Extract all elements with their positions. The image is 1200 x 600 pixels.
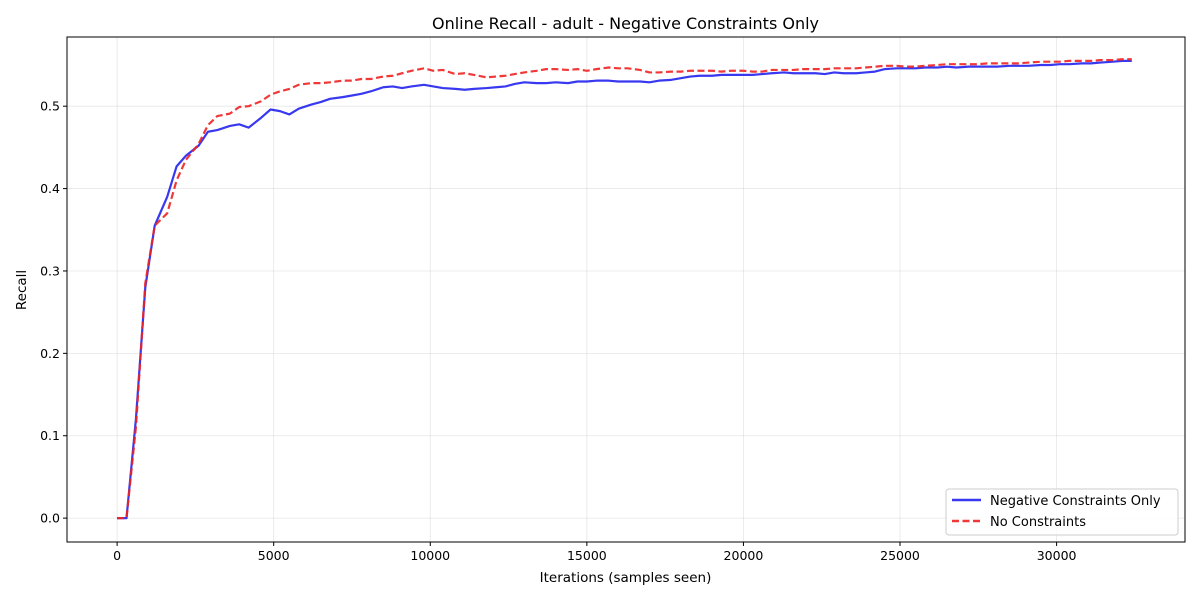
y-tick-label: 0.2 <box>40 346 60 361</box>
x-tick-label: 30000 <box>1037 548 1077 563</box>
x-tick-label: 20000 <box>724 548 764 563</box>
plot-area-frame <box>66 36 1186 543</box>
x-tick-label: 5000 <box>258 548 290 563</box>
series-line-no-constraints <box>117 58 1132 520</box>
chart-title: Online Recall - adult - Negative Constra… <box>432 14 819 33</box>
series-line-negative-constraints-only <box>117 59 1132 520</box>
legend-label-negative-constraints: Negative Constraints Only <box>990 494 1161 509</box>
x-tick-label: 10000 <box>410 548 450 563</box>
legend-box <box>945 488 1179 536</box>
x-tick-label: 15000 <box>567 548 607 563</box>
x-axis-label: Iterations (samples seen) <box>540 570 712 586</box>
y-tick-label: 0.0 <box>40 511 60 526</box>
y-tick-label: 0.1 <box>40 428 60 443</box>
y-tick-label: 0.4 <box>40 181 60 196</box>
y-tick-label: 0.5 <box>40 99 60 114</box>
x-tick-label: 25000 <box>880 548 920 563</box>
series-lines <box>117 58 1132 520</box>
x-tick-label: 0 <box>113 548 121 563</box>
grid <box>67 37 1185 542</box>
x-axis-ticks: 0 5000 10000 15000 20000 25000 30000 <box>113 542 1077 563</box>
y-axis-label: Recall <box>14 270 30 310</box>
legend-label-no-constraints: No Constraints <box>990 515 1086 530</box>
y-tick-label: 0.3 <box>40 263 60 278</box>
y-axis-ticks: 0.0 0.1 0.2 0.3 0.4 0.5 <box>40 99 67 526</box>
legend: Negative Constraints Only No Constraints <box>945 488 1179 536</box>
